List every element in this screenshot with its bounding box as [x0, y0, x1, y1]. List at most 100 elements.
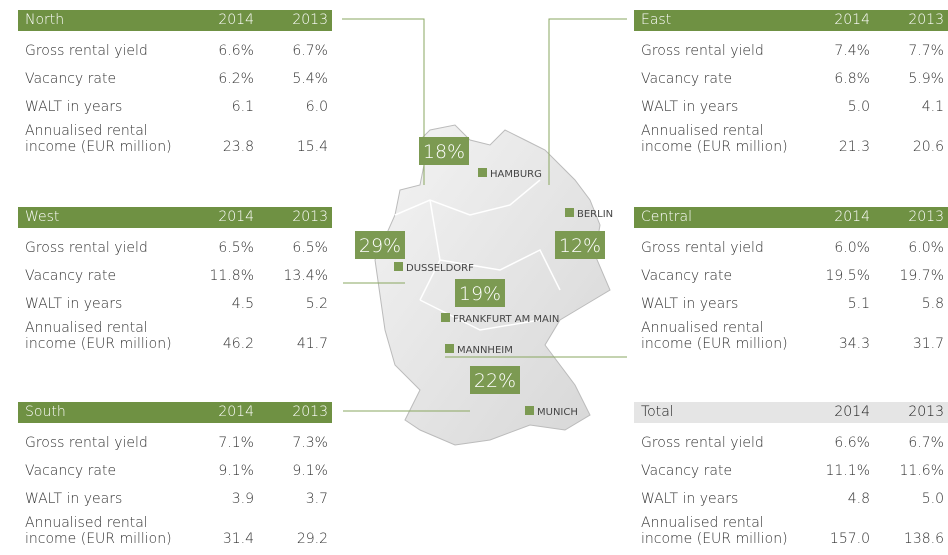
- row-value: 7.7%: [908, 43, 944, 59]
- region-panel: Total 2014 2013 Gross rental yield 6.6% 6.7% V…: [634, 402, 948, 547]
- row-value: 21.3: [838, 139, 870, 155]
- row-label: Annualised rental income (EUR million): [25, 123, 172, 155]
- row-label: WALT in years: [641, 296, 739, 312]
- data-row: Annualised rental income (EUR million) 46…: [18, 320, 332, 352]
- year-header: 2013: [908, 404, 944, 420]
- share-box: [419, 137, 469, 165]
- region-name: East: [641, 12, 672, 28]
- data-row: Vacancy rate 6.8% 5.9%: [634, 67, 948, 87]
- data-row: Annualised rental income (EUR million) 34…: [634, 320, 948, 352]
- city-marker: [394, 262, 403, 271]
- data-row: WALT in years 4.5 5.2: [18, 292, 332, 312]
- share-label: 12%: [559, 235, 601, 257]
- city-label: BERLIN: [577, 209, 613, 220]
- panel-header: West 2014 2013: [18, 207, 332, 228]
- row-label: Gross rental yield: [641, 43, 764, 59]
- city-label: FRANKFURT AM MAIN: [453, 314, 559, 325]
- year-header: 2013: [908, 12, 944, 28]
- row-label: Annualised rental income (EUR million): [25, 320, 172, 352]
- data-row: WALT in years 5.0 4.1: [634, 95, 948, 115]
- panel-header: South 2014 2013: [18, 402, 332, 423]
- year-header: 2013: [292, 209, 328, 225]
- row-value: 6.0%: [834, 240, 870, 256]
- row-value: 9.1%: [292, 463, 328, 479]
- row-label: Annualised rental income (EUR million): [641, 123, 788, 155]
- row-value: 11.6%: [899, 463, 944, 479]
- row-value: 4.8: [847, 491, 870, 507]
- row-value: 19.7%: [899, 268, 944, 284]
- row-value: 3.7: [305, 491, 328, 507]
- data-row: Vacancy rate 11.8% 13.4%: [18, 264, 332, 284]
- region-panel: East 2014 2013 Gross rental yield 7.4% 7.7% Va…: [634, 10, 948, 155]
- row-value: 6.1: [231, 99, 254, 115]
- row-value: 4.5: [231, 296, 254, 312]
- panel-header: Central 2014 2013: [634, 207, 948, 228]
- row-label: Gross rental yield: [25, 43, 148, 59]
- share-label: 22%: [474, 370, 516, 392]
- row-value: 34.3: [838, 336, 870, 352]
- data-row: WALT in years 5.1 5.8: [634, 292, 948, 312]
- data-row: Gross rental yield 7.1% 7.3%: [18, 431, 332, 451]
- row-label: Vacancy rate: [25, 71, 117, 87]
- panel-header: North 2014 2013: [18, 10, 332, 31]
- share-box: [455, 279, 505, 307]
- city-label: HAMBURG: [490, 169, 542, 180]
- row-value: 41.7: [296, 336, 328, 352]
- region-name: South: [25, 404, 66, 420]
- row-value: 6.5%: [218, 240, 254, 256]
- row-label: Gross rental yield: [641, 240, 764, 256]
- city-marker: [445, 344, 454, 353]
- data-row: Vacancy rate 9.1% 9.1%: [18, 459, 332, 479]
- row-label: WALT in years: [25, 296, 123, 312]
- row-label: Vacancy rate: [641, 463, 733, 479]
- year-header: 2013: [292, 12, 328, 28]
- year-header: 2014: [218, 404, 254, 420]
- row-value: 6.5%: [292, 240, 328, 256]
- row-value: 6.2%: [218, 71, 254, 87]
- city-marker: [441, 313, 450, 322]
- row-value: 5.8: [921, 296, 944, 312]
- share-box: [470, 366, 520, 394]
- row-label: WALT in years: [641, 491, 739, 507]
- region-name: North: [25, 12, 65, 28]
- data-row: WALT in years 4.8 5.0: [634, 487, 948, 507]
- year-header: 2013: [908, 209, 944, 225]
- row-value: 5.1: [847, 296, 870, 312]
- row-value: 5.2: [305, 296, 328, 312]
- year-header: 2014: [218, 12, 254, 28]
- data-row: Gross rental yield 6.6% 6.7%: [18, 39, 332, 59]
- city-marker: [525, 406, 534, 415]
- data-row: Gross rental yield 6.6% 6.7%: [634, 431, 948, 451]
- row-value: 7.3%: [292, 435, 328, 451]
- row-label: Vacancy rate: [641, 71, 733, 87]
- row-value: 6.7%: [908, 435, 944, 451]
- data-row: Vacancy rate 11.1% 11.6%: [634, 459, 948, 479]
- city-marker: [478, 168, 487, 177]
- row-value: 7.1%: [218, 435, 254, 451]
- data-row: Annualised rental income (EUR million) 23…: [18, 123, 332, 155]
- share-box: [355, 231, 405, 259]
- data-row: Gross rental yield 6.5% 6.5%: [18, 236, 332, 256]
- year-header: 2014: [834, 404, 870, 420]
- region-name: West: [25, 209, 60, 225]
- data-row: Vacancy rate 6.2% 5.4%: [18, 67, 332, 87]
- row-value: 13.4%: [283, 268, 328, 284]
- row-label: Gross rental yield: [641, 435, 764, 451]
- row-label: Vacancy rate: [25, 268, 117, 284]
- connectors: [342, 18, 627, 412]
- row-value: 29.2: [296, 531, 328, 547]
- row-value: 5.4%: [292, 71, 328, 87]
- row-label: Vacancy rate: [641, 268, 733, 284]
- row-value: 11.8%: [209, 268, 254, 284]
- data-row: WALT in years 3.9 3.7: [18, 487, 332, 507]
- data-row: Annualised rental income (EUR million) 31…: [18, 515, 332, 547]
- city-label: DUSSELDORF: [406, 263, 474, 274]
- region-panel: West 2014 2013 Gross rental yield 6.5% 6.5% Va…: [18, 207, 332, 352]
- city-label: MANNHEIM: [457, 345, 513, 356]
- row-label: Gross rental yield: [25, 435, 148, 451]
- row-label: WALT in years: [25, 99, 123, 115]
- panel-header: Total 2014 2013: [634, 402, 948, 423]
- row-value: 9.1%: [218, 463, 254, 479]
- region-borders: [394, 179, 561, 331]
